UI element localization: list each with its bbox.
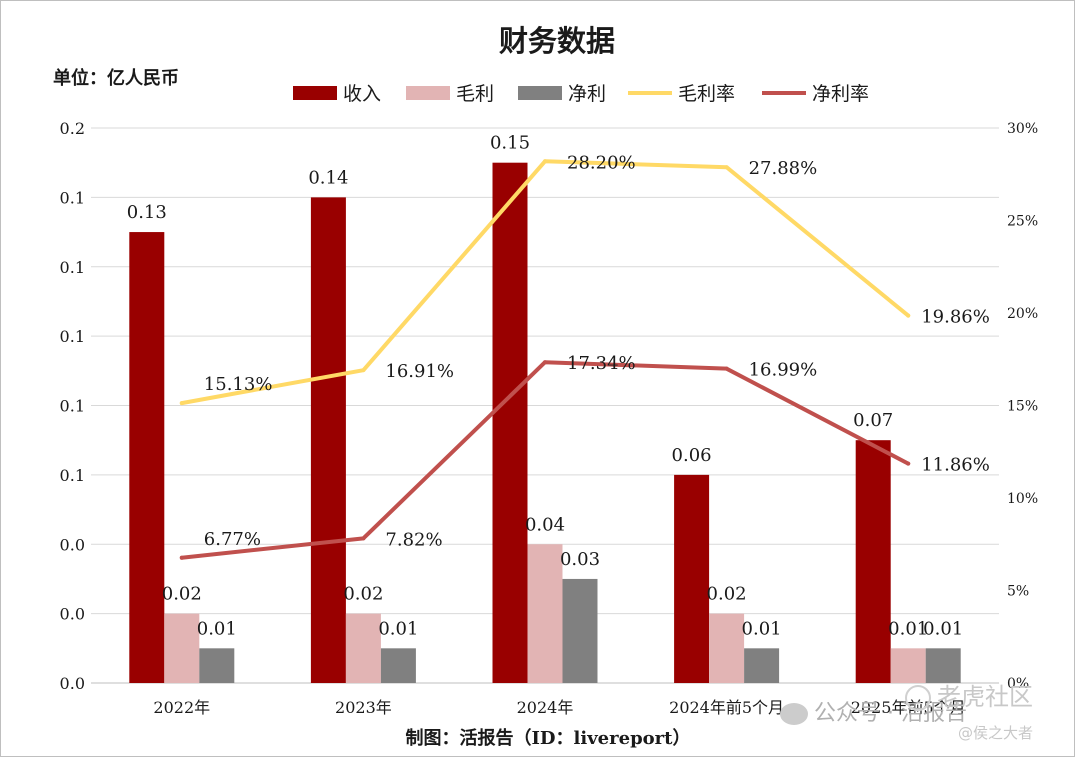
- y-right-tick-label: 30%: [1007, 121, 1038, 137]
- x-tick-label: 2022年: [153, 698, 210, 717]
- y-axis-right: 0% 5% 10% 15% 20% 25% 30%: [1007, 121, 1038, 692]
- line-point-净利率: [543, 360, 547, 365]
- line-point-毛利率: [361, 368, 366, 373]
- bar-毛利: [890, 648, 926, 683]
- y-left-tick-label: 0.2: [60, 119, 85, 138]
- y-right-tick-label: 0%: [1007, 676, 1029, 692]
- bar-data-label: 0.01: [197, 618, 237, 639]
- chart-credit: 制图：活报告（ID：livereport）: [406, 727, 691, 749]
- watermark-user: @侯之大者: [958, 724, 1034, 742]
- watermark-account: 公众号 · 活报告: [780, 695, 967, 727]
- bar-data-label: 0.02: [343, 584, 383, 605]
- bar-净利: [744, 648, 780, 683]
- y-right-tick-label: 15%: [1007, 399, 1038, 415]
- bar-毛利: [709, 613, 745, 683]
- bar-data-label: 0.06: [672, 445, 712, 466]
- line-data-label: 16.91%: [385, 361, 454, 382]
- data-labels: 0.13 0.14 0.15 0.06 0.07 0.02 0.02 0.04 0.02 0.01…: [127, 133, 990, 640]
- line-data-label: 28.20%: [567, 152, 636, 173]
- bar-毛利: [345, 613, 381, 683]
- bar-data-label: 0.15: [490, 133, 530, 154]
- y-left-tick-label: 0.1: [60, 327, 85, 346]
- legend-label-收入: 收入: [343, 83, 381, 105]
- line-data-label: 17.34%: [567, 353, 636, 374]
- bar-data-label: 0.01: [378, 618, 418, 639]
- bar-data-label: 0.14: [308, 167, 348, 188]
- line-data-label: 6.77%: [204, 529, 261, 550]
- line-point-净利率: [361, 536, 366, 541]
- line-data-label: 15.13%: [204, 374, 273, 395]
- legend-label-毛利: 毛利: [456, 83, 494, 105]
- bar-净利: [925, 648, 961, 683]
- y-left-tick-label: 0.0: [60, 674, 85, 693]
- y-right-tick-label: 5%: [1007, 584, 1029, 600]
- y-right-tick-label: 10%: [1007, 491, 1038, 507]
- legend-swatch-毛利: [406, 86, 450, 100]
- bar-data-label: 0.01: [742, 618, 782, 639]
- legend: 收入 毛利 净利 毛利率 净利率: [293, 83, 869, 105]
- bar-data-label: 0.02: [707, 584, 747, 605]
- line-point-毛利率: [179, 401, 184, 406]
- bar-data-label: 0.01: [923, 618, 963, 639]
- bar-data-label: 0.07: [853, 410, 893, 431]
- line-point-净利率: [906, 461, 911, 466]
- y-right-tick-label: 25%: [1007, 214, 1038, 230]
- y-left-tick-label: 0.1: [60, 258, 85, 277]
- y-left-tick-label: 0.1: [60, 466, 85, 485]
- bar-data-label: 0.03: [560, 549, 600, 570]
- watermark-community: 老虎社区: [905, 677, 1033, 712]
- line-point-净利率: [179, 555, 184, 560]
- unit-label: 单位：亿人民币: [53, 67, 179, 89]
- legend-swatch-收入: [293, 86, 337, 100]
- bar-收入: [674, 474, 710, 683]
- wechat-icon: [780, 703, 808, 725]
- chart-title: 财务数据: [499, 24, 615, 58]
- y-axis-left: 0.0 0.0 0.0 0.1 0.1 0.1 0.1 0.1 0.2: [60, 119, 85, 693]
- bar-净利: [199, 648, 235, 683]
- bar-data-label: 0.01: [888, 618, 928, 639]
- legend-label-净利率: 净利率: [812, 83, 869, 105]
- bar-收入: [492, 162, 528, 683]
- line-data-label: 27.88%: [749, 158, 818, 179]
- bar-收入: [310, 197, 346, 683]
- y-left-tick-label: 0.1: [60, 397, 85, 416]
- y-left-tick-label: 0.0: [60, 605, 85, 624]
- line-data-label: 7.82%: [385, 529, 442, 550]
- legend-swatch-净利: [518, 86, 562, 100]
- y-left-tick-label: 0.0: [60, 535, 85, 554]
- line-data-label: 16.99%: [749, 360, 818, 381]
- bar-收入: [855, 440, 891, 683]
- line-point-净利率: [724, 366, 729, 371]
- bar-data-label: 0.04: [525, 514, 565, 535]
- x-axis: 2022年 2023年 2024年 2024年前5个月 2025年前5个月: [153, 698, 965, 717]
- bar-data-label: 0.13: [127, 202, 167, 223]
- bar-data-label: 0.02: [162, 584, 202, 605]
- bar-毛利: [164, 613, 200, 683]
- line-point-毛利率: [543, 159, 547, 164]
- y-left-tick-label: 0.1: [60, 188, 85, 207]
- line-data-label: 11.86%: [921, 455, 990, 476]
- y-right-tick-label: 20%: [1007, 306, 1038, 322]
- x-tick-label: 2024年: [517, 698, 574, 717]
- x-tick-label: 2024年前5个月: [669, 698, 784, 717]
- line-data-label: 19.86%: [921, 307, 990, 328]
- bar-净利: [380, 648, 416, 683]
- bar-series: [129, 162, 961, 683]
- bar-毛利: [527, 544, 563, 683]
- x-tick-label: 2023年: [335, 698, 392, 717]
- bar-净利: [562, 578, 598, 683]
- line-point-毛利率: [724, 165, 729, 170]
- watermark-community-text: 老虎社区: [937, 683, 1033, 711]
- tiger-logo-icon: [905, 685, 931, 711]
- line-point-毛利率: [906, 313, 911, 318]
- legend-label-毛利率: 毛利率: [678, 83, 735, 105]
- line-series: [179, 159, 911, 560]
- legend-label-净利: 净利: [568, 83, 606, 105]
- bar-收入: [129, 232, 165, 683]
- watermark-account-text: 公众号 · 活报告: [814, 701, 967, 726]
